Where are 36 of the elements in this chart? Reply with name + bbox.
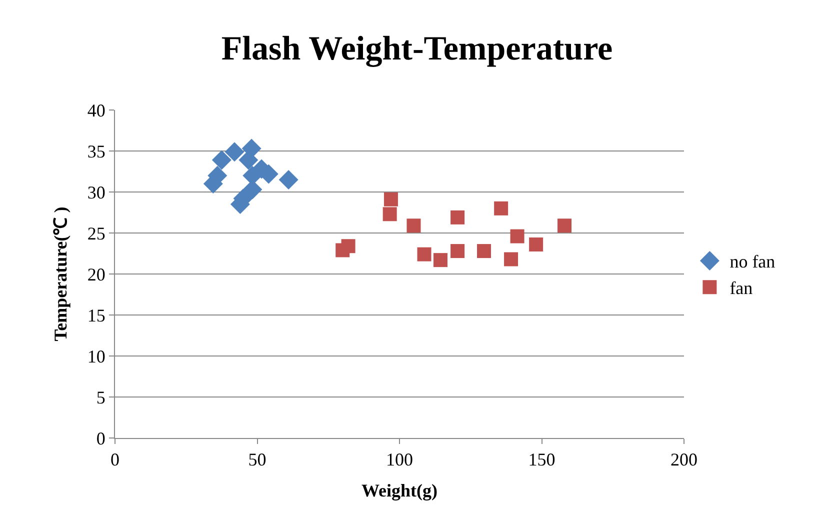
y-tick-label: 40 (87, 100, 106, 120)
y-tick-label: 25 (87, 223, 106, 244)
chart-title: Flash Weight-Temperature (221, 30, 613, 68)
point (406, 218, 421, 233)
x-tick-label: 100 (386, 450, 413, 470)
y-tick-label: 35 (87, 141, 106, 162)
point (341, 239, 356, 254)
point (433, 253, 448, 268)
point (212, 150, 232, 170)
point (224, 142, 244, 162)
y-tick-label: 30 (87, 182, 106, 202)
x-tick-label: 150 (528, 450, 556, 470)
point (384, 192, 398, 206)
x-tick-label: 0 (110, 450, 120, 470)
y-tick-label: 20 (87, 264, 106, 284)
point (450, 210, 465, 224)
point (450, 244, 465, 258)
y-tick-label: 0 (96, 428, 106, 448)
y-axis-title: Temperature(℃ ) (50, 206, 71, 342)
x-tick-label: 50 (248, 450, 266, 470)
legend-label: fan (730, 278, 753, 298)
point (510, 229, 524, 244)
point (417, 247, 432, 262)
legend-label: no fan (730, 252, 776, 272)
point (558, 218, 572, 233)
y-tick-label: 15 (87, 305, 106, 326)
point (382, 207, 397, 222)
y-tick-label: 5 (96, 387, 106, 408)
point (477, 244, 491, 258)
point (278, 170, 298, 190)
x-tick-label: 200 (670, 450, 698, 470)
y-tick-label: 10 (87, 346, 106, 366)
x-axis-title: Weight(g) (362, 480, 438, 501)
point (529, 237, 544, 252)
point (494, 201, 508, 216)
point (504, 252, 518, 266)
